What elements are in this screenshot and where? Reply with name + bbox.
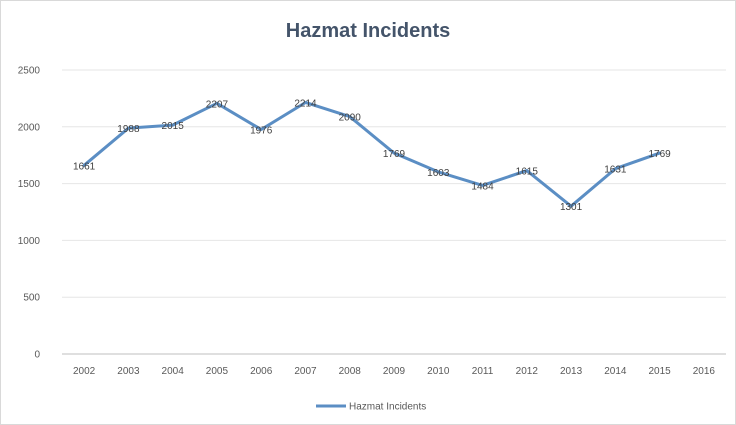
x-tick-label: 2005 xyxy=(206,366,229,377)
x-tick-label: 2002 xyxy=(73,366,96,377)
x-tick-label: 2004 xyxy=(162,366,185,377)
data-labels: 1661 1988 2015 2207 1976 2214 2090 1769 1603 1484… xyxy=(73,98,671,213)
x-axis-ticks: 2002 2003 2004 2005 2006 2007 2008 2009 2010 2011… xyxy=(73,366,715,377)
data-label: 1769 xyxy=(383,149,406,160)
x-tick-label: 2014 xyxy=(604,366,627,377)
data-label: 2214 xyxy=(294,98,317,109)
x-tick-label: 2006 xyxy=(250,366,273,377)
x-tick-label: 2012 xyxy=(516,366,539,377)
gridlines xyxy=(62,69,726,355)
data-label: 1988 xyxy=(117,124,140,135)
data-label: 1976 xyxy=(250,126,273,137)
x-tick-label: 2015 xyxy=(648,366,671,377)
series-lines xyxy=(82,100,662,208)
y-tick-label: 2500 xyxy=(18,66,41,77)
legend-label: Hazmat Incidents xyxy=(349,402,426,413)
y-tick-label: 2000 xyxy=(18,122,41,133)
data-label: 1631 xyxy=(604,165,627,176)
y-axis-ticks: 0 500 1000 1500 2000 2500 xyxy=(18,66,41,361)
x-tick-label: 2010 xyxy=(427,366,450,377)
series-line xyxy=(82,100,662,208)
data-label: 2015 xyxy=(162,121,185,132)
data-label: 1301 xyxy=(560,202,583,213)
x-tick-label: 2013 xyxy=(560,366,583,377)
x-tick-label: 2003 xyxy=(117,366,140,377)
data-label: 1661 xyxy=(73,161,96,172)
data-label: 1484 xyxy=(471,181,494,192)
x-tick-label: 2016 xyxy=(693,366,716,377)
data-label: 2207 xyxy=(206,99,229,110)
data-label: 1769 xyxy=(648,149,671,160)
chart-title: Hazmat Incidents xyxy=(285,20,451,42)
data-label: 1615 xyxy=(516,167,539,178)
x-tick-label: 2011 xyxy=(472,366,494,377)
x-tick-label: 2007 xyxy=(294,366,317,377)
x-tick-label: 2008 xyxy=(339,366,362,377)
data-label: 2090 xyxy=(339,113,362,124)
y-tick-label: 1500 xyxy=(18,179,41,190)
y-tick-label: 500 xyxy=(23,293,40,304)
legend: Hazmat Incidents xyxy=(316,402,426,413)
x-tick-label: 2009 xyxy=(383,366,406,377)
data-label: 1603 xyxy=(427,168,450,179)
y-tick-label: 0 xyxy=(34,350,40,361)
y-tick-label: 1000 xyxy=(18,236,41,247)
